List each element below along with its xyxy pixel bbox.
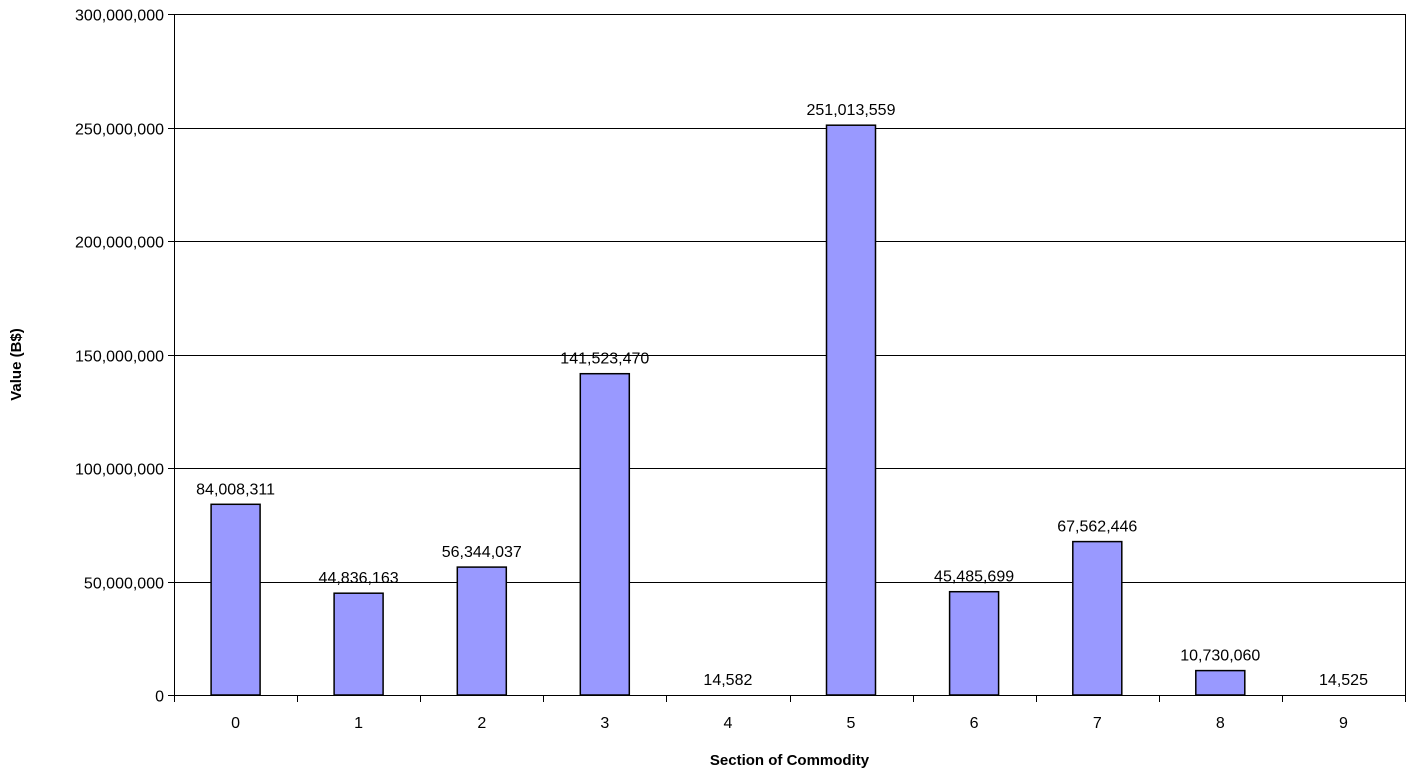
data-label-7: 67,562,446 [1057,519,1137,536]
gridlines [174,14,1405,583]
data-label-0: 84,008,311 [196,481,275,498]
y-axis-title: Value (B$) [8,328,25,401]
axes [168,14,1406,702]
x-tick-label: 9 [1339,715,1348,732]
x-tick-label: 8 [1216,715,1225,732]
x-tick-label: 5 [847,715,856,732]
x-tick-label: 7 [1093,715,1102,732]
x-tick-label: 0 [231,715,240,732]
x-tick-label: 4 [723,715,732,732]
y-tick-label: 300,000,000 [75,8,164,25]
data-label-3: 141,523,470 [560,351,649,368]
x-tick-label: 3 [600,715,609,732]
y-tick-label: 100,000,000 [75,462,164,479]
bar-7 [1072,540,1123,696]
data-label-6: 45,485,699 [934,569,1014,586]
data-label-9: 14,525 [1319,672,1368,689]
bar-6 [948,590,1000,696]
bar-1 [333,592,384,696]
x-tick-label: 2 [477,715,486,732]
bar-2 [456,566,508,696]
x-tick-label: 1 [354,715,363,732]
bar-5 [825,124,877,696]
y-tick-label: 200,000,000 [75,235,164,252]
y-tick-label: 0 [155,689,164,706]
data-label-1: 44,836,163 [319,570,399,587]
data-labels: 84,008,311 44,836,163 56,344,037 141,523,47… [196,102,1368,689]
x-axis-title: Section of Commodity [710,752,870,769]
y-tick-label: 150,000,000 [75,349,164,366]
y-tick-label: 50,000,000 [84,576,164,593]
x-tick-label: 6 [970,715,979,732]
data-label-4: 14,582 [703,672,752,689]
bar-0 [210,503,261,696]
bars [210,124,1246,696]
data-label-2: 56,344,037 [442,544,522,561]
bar-3 [579,372,631,696]
data-label-8: 10,730,060 [1180,648,1260,665]
data-label-5: 251,013,559 [807,102,896,119]
x-tick-labels: 0 1 2 3 4 5 6 7 8 9 [231,715,1348,732]
y-tick-label: 250,000,000 [75,122,164,139]
bar-8 [1195,669,1246,696]
y-tick-labels: 0 50,000,000 100,000,000 150,000,000 200,000… [75,8,164,706]
